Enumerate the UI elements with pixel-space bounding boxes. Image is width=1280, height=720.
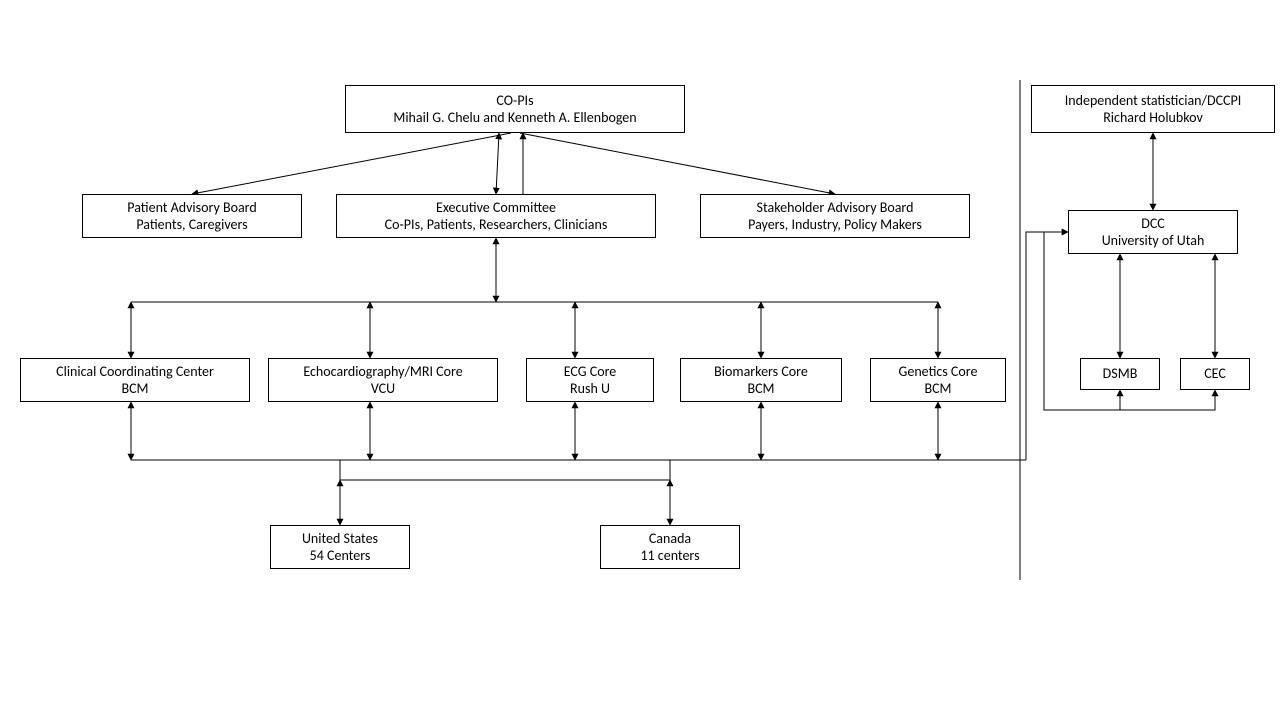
node-subtitle: University of Utah — [1102, 232, 1205, 250]
node-title: ECG Core — [564, 363, 617, 381]
node-title: Canada — [649, 530, 691, 548]
node-ccc: Clinical Coordinating CenterBCM — [20, 358, 250, 402]
node-dcc: DCCUniversity of Utah — [1068, 210, 1238, 254]
node-subtitle: VCU — [371, 380, 395, 398]
node-title: Independent statistician/DCCPI — [1065, 92, 1242, 110]
node-subtitle: Richard Holubkov — [1103, 109, 1203, 127]
node-exec: Executive CommitteeCo-PIs, Patients, Res… — [336, 194, 656, 238]
node-title: Echocardiography/MRI Core — [303, 363, 462, 381]
node-subtitle: BCM — [747, 380, 774, 398]
node-title: CEC — [1204, 365, 1226, 383]
node-title: Biomarkers Core — [714, 363, 808, 381]
node-echo: Echocardiography/MRI CoreVCU — [268, 358, 498, 402]
node-bio: Biomarkers CoreBCM — [680, 358, 842, 402]
node-us: United States54 Centers — [270, 525, 410, 569]
node-title: Clinical Coordinating Center — [56, 363, 214, 381]
node-subtitle: Mihail G. Chelu and Kenneth A. Ellenboge… — [393, 109, 636, 127]
node-sab: Stakeholder Advisory BoardPayers, Indust… — [700, 194, 970, 238]
node-title: Patient Advisory Board — [127, 199, 256, 217]
node-title: United States — [302, 530, 378, 548]
node-title: DSMB — [1103, 365, 1138, 383]
node-cec: CEC — [1180, 358, 1250, 390]
node-subtitle: BCM — [121, 380, 148, 398]
node-title: Executive Committee — [436, 199, 556, 217]
node-subtitle: Co-PIs, Patients, Researchers, Clinician… — [385, 216, 608, 234]
node-subtitle: Patients, Caregivers — [136, 216, 247, 234]
node-subtitle: 11 centers — [640, 547, 699, 565]
node-canada: Canada11 centers — [600, 525, 740, 569]
node-title: Genetics Core — [899, 363, 978, 381]
node-dsmb: DSMB — [1080, 358, 1160, 390]
node-subtitle: Payers, Industry, Policy Makers — [748, 216, 922, 234]
node-title: DCC — [1141, 215, 1165, 233]
node-pab: Patient Advisory BoardPatients, Caregive… — [82, 194, 302, 238]
node-subtitle: Rush U — [570, 380, 610, 398]
node-ecg: ECG CoreRush U — [526, 358, 654, 402]
node-gen: Genetics CoreBCM — [870, 358, 1006, 402]
node-subtitle: BCM — [924, 380, 951, 398]
node-title: Stakeholder Advisory Board — [757, 199, 914, 217]
node-title: CO-PIs — [496, 92, 533, 110]
node-subtitle: 54 Centers — [310, 547, 371, 565]
node-stat: Independent statistician/DCCPIRichard Ho… — [1031, 85, 1275, 133]
node-co_pis: CO-PIsMihail G. Chelu and Kenneth A. Ell… — [345, 85, 685, 133]
